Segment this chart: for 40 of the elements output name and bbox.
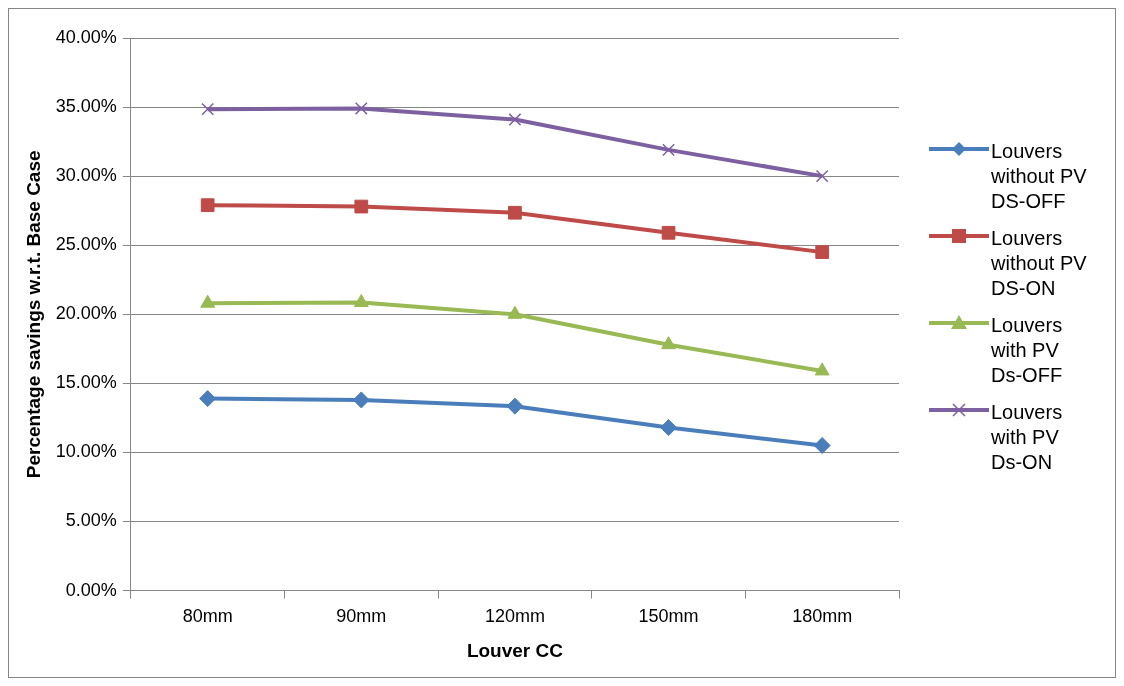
y-tick-label: 20.00% <box>55 303 117 324</box>
point <box>354 102 368 115</box>
point <box>662 143 675 157</box>
point <box>661 225 676 240</box>
point <box>813 437 831 455</box>
y-tick-label: 25.00% <box>55 234 117 255</box>
point <box>508 205 522 220</box>
y-tick-label: 5.00% <box>65 510 117 531</box>
y-tick-label: 15.00% <box>55 372 117 393</box>
y-axis-title: Percentage savings w.r.t. Base Case <box>22 150 44 479</box>
point <box>353 294 369 308</box>
point <box>506 397 524 415</box>
y-tick-label: 10.00% <box>55 441 117 462</box>
legend-label: Louvers without PV DS-ON <box>991 226 1088 301</box>
point <box>815 245 830 259</box>
point <box>660 419 678 437</box>
point <box>352 391 370 409</box>
point <box>354 199 369 214</box>
x-tick-label: 120mm <box>484 606 545 627</box>
point <box>199 390 217 408</box>
point <box>200 198 215 213</box>
point <box>661 336 676 350</box>
x-tick-label: 80mm <box>182 606 233 627</box>
point <box>201 102 215 116</box>
y-tick-label: 35.00% <box>55 96 117 117</box>
y-tick-label: 30.00% <box>55 165 117 186</box>
point <box>508 113 522 126</box>
point <box>815 169 829 183</box>
y-tick-label: 40.00% <box>55 26 117 47</box>
point <box>814 362 830 376</box>
x-tick-label: 150mm <box>638 606 699 627</box>
legend-label: Louvers without PV DS-OFF <box>991 139 1088 214</box>
x-tick-label: 90mm <box>336 606 387 627</box>
y-tick-label: 0.00% <box>65 579 117 600</box>
legend-label: Louvers with PV Ds-ON <box>991 400 1064 475</box>
x-tick-label: 180mm <box>792 606 853 627</box>
x-axis-title: Louver CC <box>466 639 564 661</box>
point <box>200 294 216 308</box>
point <box>507 305 523 319</box>
legend-label: Louvers with PV Ds-OFF <box>991 313 1064 388</box>
